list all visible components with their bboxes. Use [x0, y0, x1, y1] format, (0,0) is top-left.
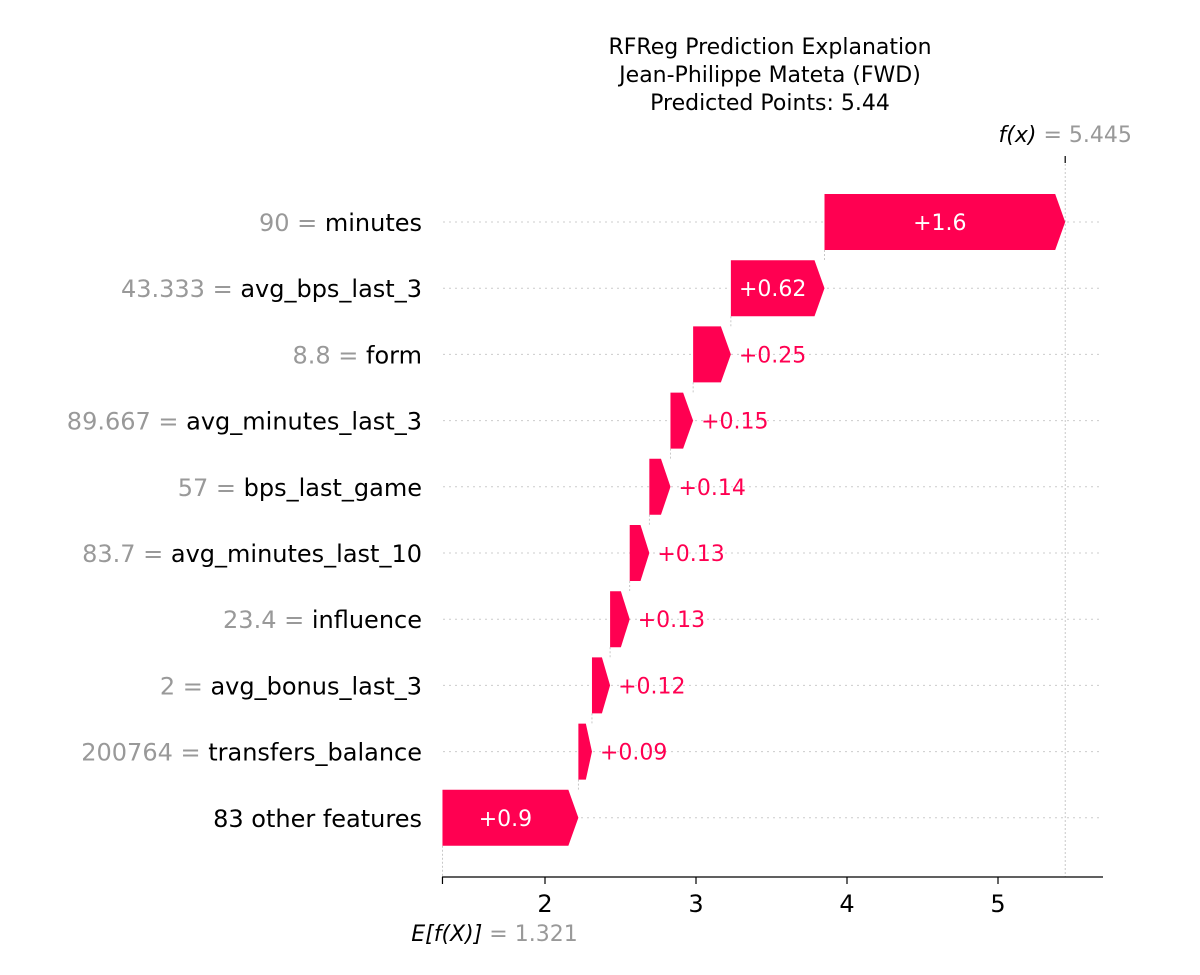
feature-name: influence: [312, 606, 422, 634]
feature-label: 2 = avg_bonus_last_3: [160, 672, 422, 700]
contribution-label: +0.15: [701, 410, 768, 435]
feature-name: avg_bps_last_3: [240, 275, 422, 303]
final-value-label: f(x): [999, 123, 1037, 148]
feature-value: 8.8 =: [292, 341, 366, 369]
feature-value: 89.667 =: [67, 408, 186, 436]
feature-labels: 90 = minutes 43.333 = avg_bps_last_3 8.8 =…: [67, 209, 422, 833]
feature-label: 23.4 = influence: [223, 606, 422, 634]
contribution-label: +0.14: [678, 476, 745, 501]
feature-value: 2 =: [160, 672, 211, 700]
bars: +1.6 +0.62 +0.25 +0.15 +0.14 +0.13 +0.13 +0.12 +…: [442, 194, 1066, 846]
feature-label: 200764 = transfers_balance: [81, 739, 422, 767]
x-axis: 2 3 4 5: [441, 156, 1103, 918]
feature-name: bps_last_game: [244, 474, 422, 502]
title-line-3: Predicted Points: 5.44: [650, 91, 890, 116]
x-tick-label: 4: [839, 890, 854, 918]
chart-title: RFReg Prediction Explanation Jean-Philipp…: [608, 35, 931, 116]
feature-label: 89.667 = avg_minutes_last_3: [67, 408, 422, 436]
feature-label: 43.333 = avg_bps_last_3: [121, 275, 422, 303]
base-value-annotation: E[f(X)] = 1.321: [411, 922, 577, 947]
final-value-text: = 5.445: [1036, 123, 1131, 148]
x-tick-label: 2: [537, 890, 552, 918]
feature-label: 90 = minutes: [259, 209, 422, 237]
feature-name: form: [366, 341, 422, 369]
contribution-label: +0.62: [739, 277, 806, 302]
feature-name: minutes: [325, 209, 422, 237]
bar-avg_bonus_last_3: [591, 657, 611, 714]
bar-avg_minutes_last_10: [629, 525, 650, 581]
contribution-label: +0.13: [657, 542, 724, 567]
feature-name: 83 other features: [213, 805, 422, 833]
contribution-label: +0.9: [479, 807, 532, 832]
bar-influence: [610, 591, 630, 648]
feature-label: 8.8 = form: [292, 341, 422, 369]
contribution-label: +1.6: [913, 211, 966, 236]
contribution-label: +0.12: [618, 674, 685, 699]
final-value-annotation: f(x) = 5.445: [999, 123, 1132, 148]
feature-value: 57 =: [178, 474, 244, 502]
feature-label: 83.7 = avg_minutes_last_10: [82, 540, 422, 568]
feature-name: transfers_balance: [208, 739, 422, 767]
feature-value: 200764 =: [81, 739, 208, 767]
value-annotations: f(x) = 5.445 E[f(X)] = 1.321: [411, 123, 1132, 947]
title-line-1: RFReg Prediction Explanation: [608, 35, 931, 60]
bar-83-other-features: [442, 789, 579, 846]
bar-form: [693, 326, 731, 383]
bar-transfers_balance: [578, 723, 592, 780]
feature-label: 57 = bps_last_game: [178, 474, 422, 502]
feature-name: avg_minutes_last_3: [186, 408, 422, 436]
contribution-label: +0.25: [739, 343, 806, 368]
connector-lines: [442, 160, 1066, 877]
bar-avg_bps_last_3: [730, 260, 825, 317]
base-value-text: = 1.321: [482, 922, 577, 947]
feature-value: 83.7 =: [82, 540, 171, 568]
x-tick-label: 5: [990, 890, 1005, 918]
feature-label: 83 other features: [213, 805, 422, 833]
feature-value: 43.333 =: [121, 275, 240, 303]
title-line-2: Jean-Philippe Mateta (FWD): [617, 63, 921, 88]
base-value-label: E[f(X)]: [411, 922, 482, 947]
feature-value: 23.4 =: [223, 606, 312, 634]
contribution-label: +0.13: [638, 608, 705, 633]
contribution-label: +0.09: [600, 741, 667, 766]
bar-avg_minutes_last_3: [670, 392, 694, 449]
bar-bps_last_game: [649, 458, 671, 515]
feature-name: avg_bonus_last_3: [210, 672, 422, 700]
feature-value: 90 =: [259, 209, 325, 237]
bar-minutes: [824, 194, 1066, 250]
feature-name: avg_minutes_last_10: [171, 540, 422, 568]
x-tick-label: 3: [688, 890, 703, 918]
